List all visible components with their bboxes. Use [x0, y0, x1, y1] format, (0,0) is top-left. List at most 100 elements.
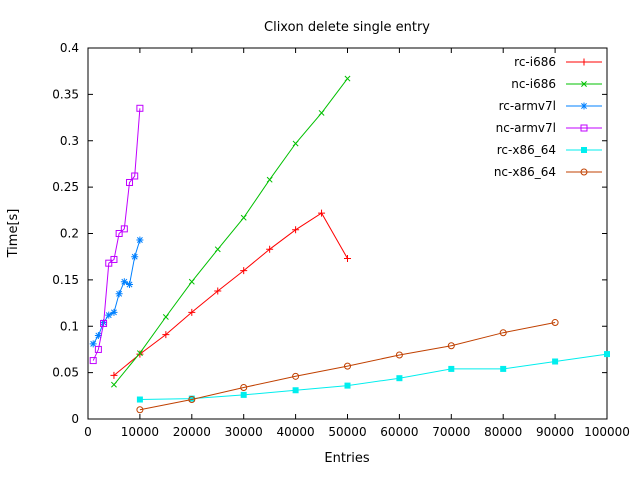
marker-cross — [188, 278, 195, 285]
legend-label: nc-x86_64 — [494, 165, 556, 179]
marker-square-filled — [240, 391, 247, 398]
series-rc-i686 — [110, 209, 351, 379]
y-tick-label: 0.35 — [52, 87, 79, 101]
marker-square-open — [131, 172, 139, 180]
series-line — [113, 78, 348, 386]
marker-square-open — [94, 345, 102, 353]
marker-plus — [240, 267, 248, 275]
plot-area: 0 10000 20000 30000 40000 50000 60000 70000 8000… — [52, 41, 630, 439]
legend-item-nc-i686: nc-i686 — [511, 77, 602, 91]
marker-circle-open — [580, 168, 588, 176]
marker-cross — [162, 314, 169, 320]
marker-plus — [580, 58, 588, 66]
marker-square-filled — [500, 365, 507, 372]
series-rc-x86_64 — [136, 351, 610, 403]
x-tick-label: 80000 — [484, 425, 522, 439]
marker-square-open — [115, 230, 123, 237]
marker-square-open — [110, 255, 118, 263]
legend-label: nc-i686 — [511, 77, 556, 91]
marker-cross — [581, 81, 587, 87]
marker-asterisk — [105, 311, 113, 319]
marker-circle-open — [292, 372, 300, 380]
marker-cross — [214, 246, 221, 253]
marker-cross — [110, 381, 117, 388]
x-tick-label: 20000 — [173, 425, 211, 439]
marker-square-filled — [188, 395, 195, 402]
series-nc-armv7l — [89, 104, 144, 365]
marker-asterisk — [110, 308, 118, 316]
y-tick-label: 0.05 — [52, 366, 79, 380]
marker-square-filled — [581, 147, 587, 153]
x-tick-label: 100000 — [584, 425, 630, 439]
x-tick-label: 10000 — [121, 425, 159, 439]
marker-asterisk — [94, 332, 102, 340]
marker-square-open — [100, 319, 108, 327]
marker-square-filled — [344, 382, 351, 389]
marker-square-filled — [396, 375, 403, 382]
marker-asterisk — [120, 278, 128, 286]
marker-asterisk — [580, 102, 588, 110]
y-tick-label: 0.3 — [60, 134, 79, 148]
marker-square-filled — [292, 387, 299, 394]
marker-plus — [110, 371, 118, 379]
x-axis-label: Entries — [324, 451, 370, 466]
series-line — [92, 239, 141, 345]
marker-square-open — [126, 178, 134, 186]
marker-square-open — [89, 357, 97, 365]
y-axis-label: Time[s] — [6, 209, 21, 259]
marker-circle-open — [551, 319, 559, 327]
marker-asterisk — [136, 236, 144, 244]
marker-cross — [136, 350, 143, 357]
marker-asterisk — [115, 290, 123, 298]
x-tick-label: 70000 — [432, 425, 470, 439]
y-tick-label: 0.4 — [60, 41, 79, 55]
y-tick-label: 0.2 — [60, 227, 79, 241]
marker-plus — [292, 226, 300, 234]
marker-asterisk — [131, 253, 139, 261]
x-tick-label: 50000 — [328, 425, 366, 439]
y-tick-label: 0.25 — [52, 180, 79, 194]
x-tick-label: 40000 — [277, 425, 315, 439]
marker-circle-open — [136, 406, 144, 414]
x-tick-label: 90000 — [536, 425, 574, 439]
chart-title: Clixon delete single entry — [264, 20, 430, 35]
series-nc-x86_64 — [136, 319, 559, 414]
marker-square-open — [580, 124, 588, 132]
legend-item-rc-armv7l: rc-armv7l — [499, 99, 602, 113]
y-tick-label: 0 — [71, 412, 79, 426]
legend-label: nc-armv7l — [496, 121, 556, 135]
y-tick-label: 0.15 — [52, 273, 79, 287]
marker-square-filled — [448, 365, 455, 372]
marker-circle-open — [395, 351, 403, 359]
marker-cross — [240, 214, 247, 221]
marker-circle-open — [240, 383, 248, 391]
marker-plus — [266, 245, 274, 253]
marker-plus — [318, 209, 326, 217]
marker-asterisk — [89, 340, 97, 348]
marker-circle-open — [344, 362, 351, 370]
y-tick-label: 0.1 — [60, 319, 79, 333]
marker-square-open — [136, 104, 144, 112]
x-tick-label: 30000 — [225, 425, 263, 439]
marker-plus — [344, 255, 351, 263]
x-tick-label: 0 — [84, 425, 92, 439]
series-line — [113, 212, 348, 376]
x-tick-label: 60000 — [380, 425, 418, 439]
marker-asterisk — [126, 281, 134, 289]
marker-cross — [344, 75, 351, 82]
marker-circle-open — [447, 342, 455, 350]
legend-label: rc-x86_64 — [497, 143, 556, 157]
series-rc-armv7l — [89, 236, 144, 348]
series-nc-i686 — [110, 75, 351, 388]
legend-item-nc-armv7l: nc-armv7l — [496, 121, 602, 135]
legend-label: rc-i686 — [514, 55, 556, 69]
marker-circle-open — [188, 396, 196, 404]
marker-square-filled — [604, 351, 610, 358]
marker-cross — [292, 140, 299, 147]
marker-square-open — [120, 225, 128, 233]
marker-plus — [214, 287, 222, 295]
legend-item-rc-x86_64: rc-x86_64 — [497, 143, 602, 157]
marker-plus — [136, 350, 144, 358]
marker-plus — [162, 331, 170, 339]
